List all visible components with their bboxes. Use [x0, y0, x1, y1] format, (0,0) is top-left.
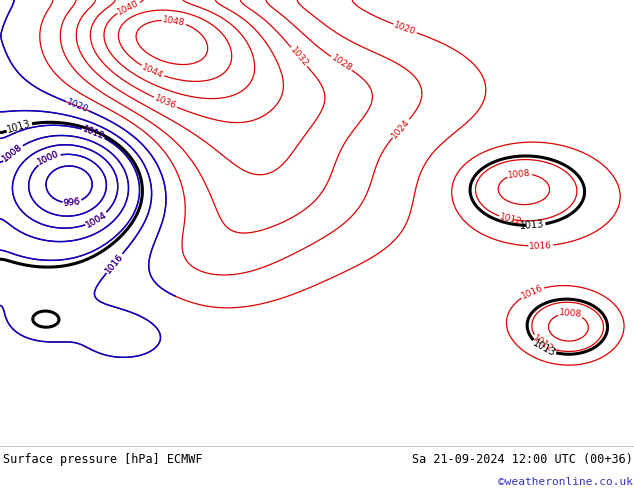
Text: 1016: 1016 — [529, 241, 552, 251]
Text: 1036: 1036 — [153, 94, 178, 111]
Text: 1024: 1024 — [390, 117, 412, 140]
Text: 1008: 1008 — [508, 169, 531, 180]
Text: 1028: 1028 — [329, 53, 353, 74]
Text: Surface pressure [hPa] ECMWF: Surface pressure [hPa] ECMWF — [3, 453, 203, 466]
Text: Sa 21-09-2024 12:00 UTC (00+36): Sa 21-09-2024 12:00 UTC (00+36) — [412, 453, 633, 466]
Text: 1016: 1016 — [104, 252, 126, 275]
Text: 1020: 1020 — [65, 98, 89, 115]
Text: 1012: 1012 — [81, 124, 106, 141]
Text: 1004: 1004 — [84, 210, 108, 229]
Text: 1020: 1020 — [392, 20, 417, 37]
Text: 1048: 1048 — [162, 15, 186, 27]
Text: 1008: 1008 — [1, 142, 25, 164]
Text: 1004: 1004 — [84, 210, 108, 229]
Text: 1000: 1000 — [36, 149, 61, 167]
Text: 1016: 1016 — [104, 252, 126, 275]
Text: 1032: 1032 — [288, 45, 310, 69]
Text: 1008: 1008 — [559, 308, 582, 319]
Text: 996: 996 — [63, 197, 81, 208]
Text: 1012: 1012 — [499, 212, 523, 226]
Text: 1016: 1016 — [520, 283, 545, 301]
Text: 1040: 1040 — [116, 0, 141, 17]
Text: 1000: 1000 — [36, 149, 61, 167]
Text: 1008: 1008 — [1, 142, 25, 164]
Text: 1013: 1013 — [520, 220, 545, 231]
Text: 1012: 1012 — [531, 333, 555, 354]
Text: ©weatheronline.co.uk: ©weatheronline.co.uk — [498, 477, 633, 487]
Text: 996: 996 — [63, 197, 81, 208]
Text: 1013: 1013 — [6, 119, 32, 135]
Text: 1044: 1044 — [141, 62, 165, 80]
Text: 1013: 1013 — [531, 338, 557, 358]
Text: 1012: 1012 — [81, 124, 106, 141]
